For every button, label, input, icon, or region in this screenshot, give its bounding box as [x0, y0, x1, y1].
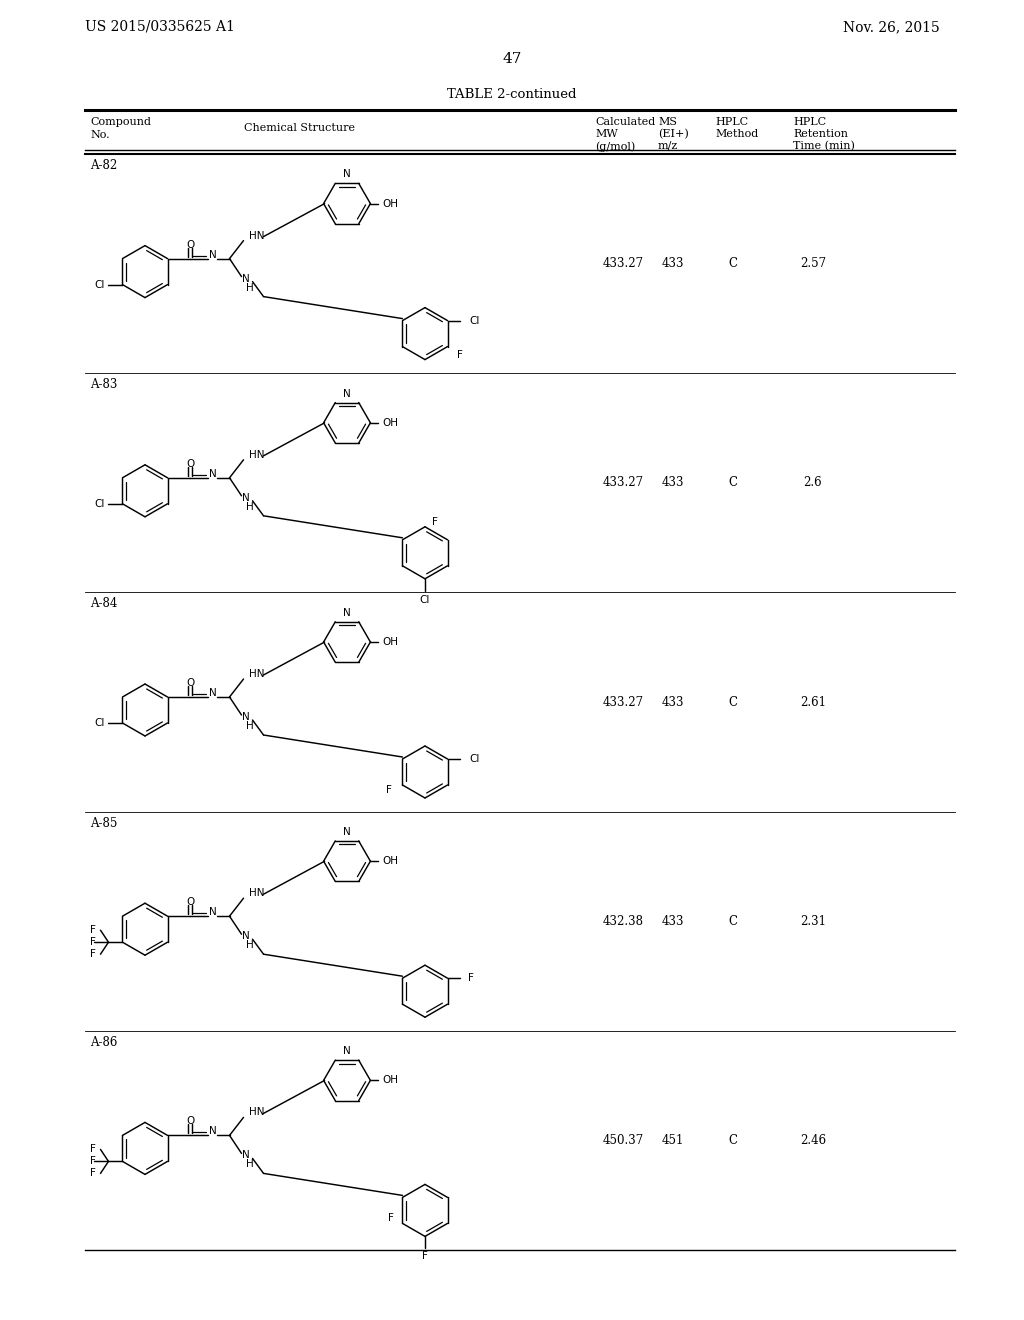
Text: HPLC: HPLC: [715, 117, 749, 127]
Text: F: F: [89, 925, 95, 935]
Text: H: H: [246, 282, 253, 293]
Text: C: C: [728, 1134, 737, 1147]
Text: HN: HN: [249, 888, 264, 898]
Text: HN: HN: [249, 1107, 264, 1118]
Text: C: C: [728, 915, 737, 928]
Text: F: F: [89, 1144, 95, 1155]
Text: Cl: Cl: [94, 718, 104, 729]
Text: OH: OH: [382, 857, 398, 866]
Text: HN: HN: [249, 450, 264, 459]
Text: 451: 451: [662, 1134, 684, 1147]
Text: O: O: [186, 678, 195, 688]
Text: (g/mol): (g/mol): [595, 141, 635, 152]
Text: N: N: [343, 607, 351, 618]
Text: N: N: [209, 907, 216, 917]
Text: MS: MS: [658, 117, 677, 127]
Text: 432.38: 432.38: [602, 915, 643, 928]
Text: m/z: m/z: [658, 141, 678, 150]
Text: N: N: [242, 711, 250, 722]
Text: N: N: [209, 469, 216, 479]
Text: C: C: [728, 696, 737, 709]
Text: OH: OH: [382, 1076, 398, 1085]
Text: (EI+): (EI+): [658, 129, 689, 140]
Text: Cl: Cl: [420, 595, 430, 605]
Text: 450.37: 450.37: [602, 1134, 644, 1147]
Text: O: O: [186, 459, 195, 469]
Text: US 2015/0335625 A1: US 2015/0335625 A1: [85, 20, 234, 34]
Text: O: O: [186, 898, 195, 907]
Text: N: N: [209, 1126, 216, 1137]
Text: A-82: A-82: [90, 158, 118, 172]
Text: 2.31: 2.31: [800, 915, 826, 928]
Text: 2.61: 2.61: [800, 696, 826, 709]
Text: C: C: [728, 257, 737, 271]
Text: F: F: [387, 1213, 393, 1224]
Text: HN: HN: [249, 231, 264, 240]
Text: N: N: [242, 492, 250, 503]
Text: N: N: [209, 688, 216, 698]
Text: N: N: [242, 273, 250, 284]
Text: 433: 433: [662, 915, 684, 928]
Text: OH: OH: [382, 638, 398, 647]
Text: F: F: [468, 973, 473, 983]
Text: MW: MW: [595, 129, 617, 139]
Text: Retention: Retention: [793, 129, 848, 139]
Text: N: N: [242, 931, 250, 941]
Text: OH: OH: [382, 198, 398, 209]
Text: H: H: [246, 721, 253, 731]
Text: F: F: [386, 785, 391, 795]
Text: N: N: [343, 169, 351, 180]
Text: Method: Method: [715, 129, 758, 139]
Text: HPLC: HPLC: [793, 117, 826, 127]
Text: F: F: [89, 1156, 95, 1167]
Text: A-86: A-86: [90, 1036, 118, 1049]
Text: Time (min): Time (min): [793, 141, 855, 152]
Text: H: H: [246, 940, 253, 950]
Text: 2.46: 2.46: [800, 1134, 826, 1147]
Text: 433: 433: [662, 477, 684, 490]
Text: H: H: [246, 1159, 253, 1170]
Text: F: F: [89, 949, 95, 960]
Text: F: F: [457, 350, 463, 359]
Text: A-85: A-85: [90, 817, 118, 829]
Text: 2.57: 2.57: [800, 257, 826, 271]
Text: N: N: [242, 1151, 250, 1160]
Text: C: C: [728, 477, 737, 490]
Text: Cl: Cl: [470, 754, 480, 764]
Text: A-83: A-83: [90, 379, 118, 391]
Text: 2.6: 2.6: [804, 477, 822, 490]
Text: 433: 433: [662, 696, 684, 709]
Text: Calculated: Calculated: [595, 117, 655, 127]
Text: O: O: [186, 240, 195, 249]
Text: 433.27: 433.27: [602, 696, 643, 709]
Text: OH: OH: [382, 418, 398, 428]
Text: N: N: [343, 388, 351, 399]
Text: F: F: [89, 937, 95, 948]
Text: N: N: [209, 249, 216, 260]
Text: 433.27: 433.27: [602, 477, 643, 490]
Text: F: F: [422, 1251, 428, 1262]
Text: A-84: A-84: [90, 598, 118, 610]
Text: 47: 47: [503, 51, 521, 66]
Text: 433: 433: [662, 257, 684, 271]
Text: Chemical Structure: Chemical Structure: [245, 123, 355, 133]
Text: O: O: [186, 1117, 195, 1126]
Text: Cl: Cl: [470, 315, 480, 326]
Text: TABLE 2-continued: TABLE 2-continued: [447, 88, 577, 102]
Text: F: F: [432, 517, 438, 527]
Text: HN: HN: [249, 669, 264, 678]
Text: N: N: [343, 826, 351, 837]
Text: 433.27: 433.27: [602, 257, 643, 271]
Text: H: H: [246, 502, 253, 512]
Text: Compound: Compound: [90, 117, 151, 127]
Text: Nov. 26, 2015: Nov. 26, 2015: [843, 20, 940, 34]
Text: No.: No.: [90, 129, 110, 140]
Text: Cl: Cl: [94, 280, 104, 289]
Text: F: F: [89, 1168, 95, 1179]
Text: N: N: [343, 1047, 351, 1056]
Text: Cl: Cl: [94, 499, 104, 508]
